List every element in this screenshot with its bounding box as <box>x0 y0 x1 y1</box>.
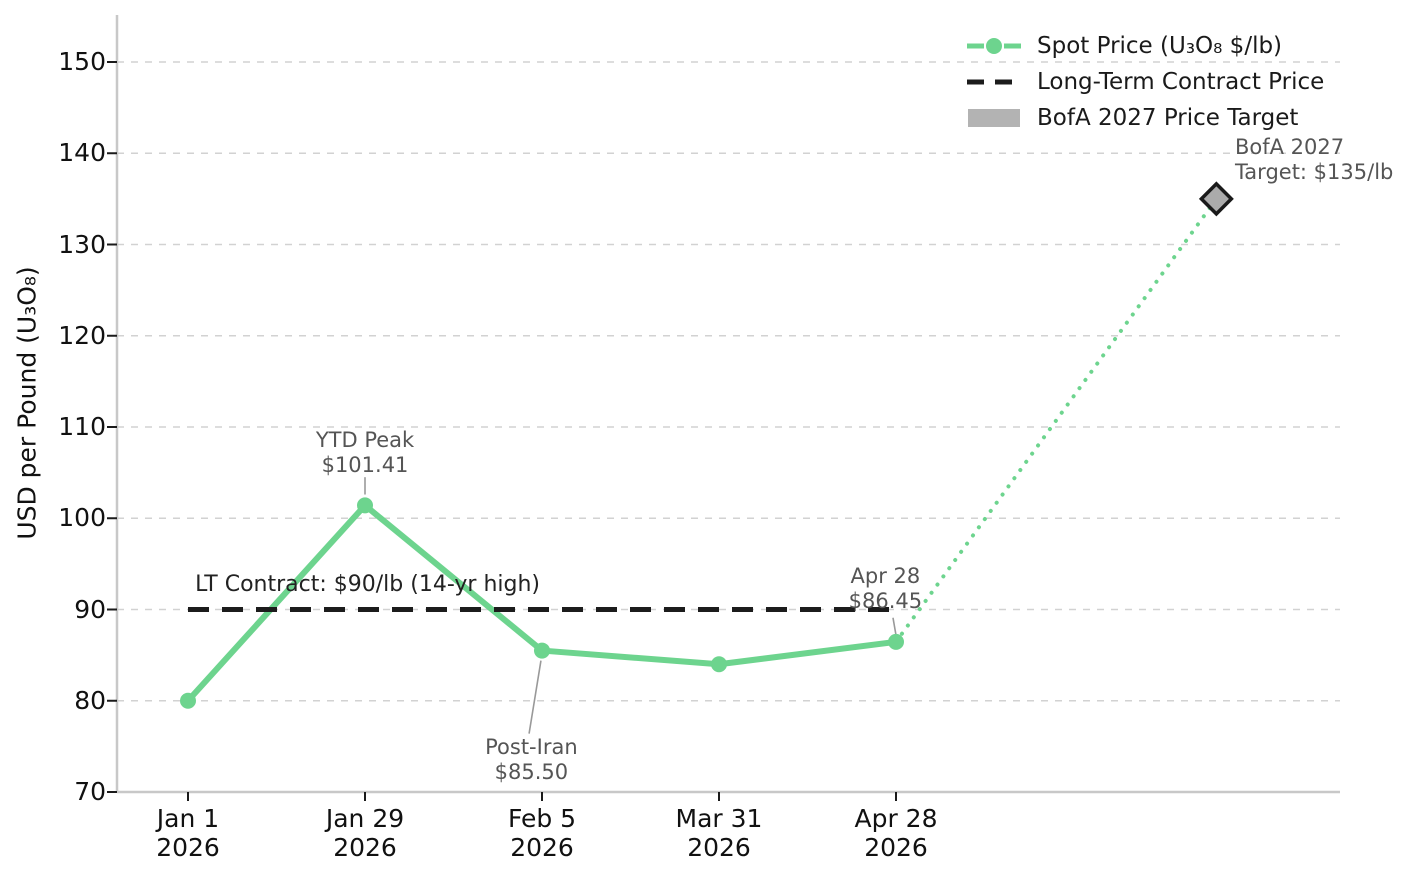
x-tick-label-line: 2026 <box>864 833 928 862</box>
x-tick-label: Jan 1 2026 <box>100 804 276 862</box>
projection-dotted-line <box>894 196 1219 644</box>
legend-label-bofa-target: BofA 2027 Price Target <box>1037 105 1299 131</box>
x-tick-label-line: Jan 29 <box>325 804 405 833</box>
y-tick-label: 100 <box>58 503 106 533</box>
bofa-target-diamond <box>1198 181 1234 217</box>
x-tick-label-line: Feb 5 <box>507 804 577 833</box>
legend-item-spot-price: Spot Price (U₃O₈ $/lb) <box>966 28 1324 64</box>
annotation-line: YTD Peak <box>315 428 415 452</box>
y-tick-label: 80 <box>74 685 106 715</box>
y-tick-label: 110 <box>58 412 106 441</box>
legend-item-bofa-target: BofA 2027 Price Target <box>966 100 1324 136</box>
annotation-line: LT Contract: $90/lb (14-yr high) <box>195 572 540 598</box>
x-tick-label-line: Apr 28 <box>854 804 938 833</box>
spot-price-marker <box>357 497 373 514</box>
annotation-post-iran: Post-Iran $85.50 <box>281 735 781 785</box>
y-tick-label: 130 <box>58 229 106 259</box>
x-tick-label-line: Jan 1 <box>156 804 220 833</box>
gray-patch-icon <box>966 105 1022 131</box>
annotation-line: $101.41 <box>321 453 409 477</box>
spot-price-line-icon <box>966 33 1022 59</box>
legend-label-long-term: Long-Term Contract Price <box>1037 69 1325 95</box>
annotation-line: BofA 2027 <box>1234 134 1345 159</box>
annotation-line: $85.50 <box>494 760 569 785</box>
x-tick-label-line: 2026 <box>687 833 751 862</box>
y-tick-label: 140 <box>58 138 106 168</box>
x-tick-label: Jan 29 2026 <box>277 804 453 862</box>
x-tick-label-line: 2026 <box>510 833 574 862</box>
x-tick-label-line: 2026 <box>156 833 220 862</box>
spot-price-marker <box>534 642 550 659</box>
annotation-lt-contract: LT Contract: $90/lb (14-yr high) <box>195 572 540 598</box>
x-tick-label-line: 2026 <box>333 833 397 862</box>
annotation-line: Target: $135/lb <box>1234 159 1394 184</box>
annotation-ytd-peak: YTD Peak $101.41 <box>115 428 615 478</box>
y-tick-label: 120 <box>58 320 106 350</box>
legend-label-spot-price: Spot Price (U₃O₈ $/lb) <box>1037 33 1283 59</box>
legend: Spot Price (U₃O₈ $/lb) Long-Term Contrac… <box>966 28 1324 136</box>
spot-price-marker <box>711 656 727 673</box>
y-tick-label: 70 <box>74 777 106 806</box>
annotation-connector <box>528 660 542 734</box>
y-tick-label: 150 <box>58 47 106 76</box>
dashed-line-icon <box>966 69 1022 95</box>
annotation-line: $86.45 <box>848 589 923 614</box>
annotation-bofa-target: BofA 2027 Target: $135/lb <box>1235 135 1393 185</box>
x-tick-label: Mar 31 2026 <box>631 804 807 862</box>
spot-price-marker <box>180 692 196 709</box>
y-axis-label: USD per Pound (U₃O₈) <box>12 266 42 540</box>
legend-item-long-term: Long-Term Contract Price <box>966 64 1324 100</box>
x-tick-label-line: Mar 31 <box>675 804 763 833</box>
x-tick-label: Feb 5 2026 <box>454 804 630 862</box>
annotation-connector <box>892 617 897 635</box>
x-tick-label: Apr 28 2026 <box>808 804 984 862</box>
annotation-apr-28: Apr 28 $86.45 <box>635 564 1135 614</box>
y-tick-label: 90 <box>74 594 106 624</box>
annotation-line: Post-Iran <box>485 735 578 760</box>
annotation-line: Apr 28 <box>850 564 921 589</box>
